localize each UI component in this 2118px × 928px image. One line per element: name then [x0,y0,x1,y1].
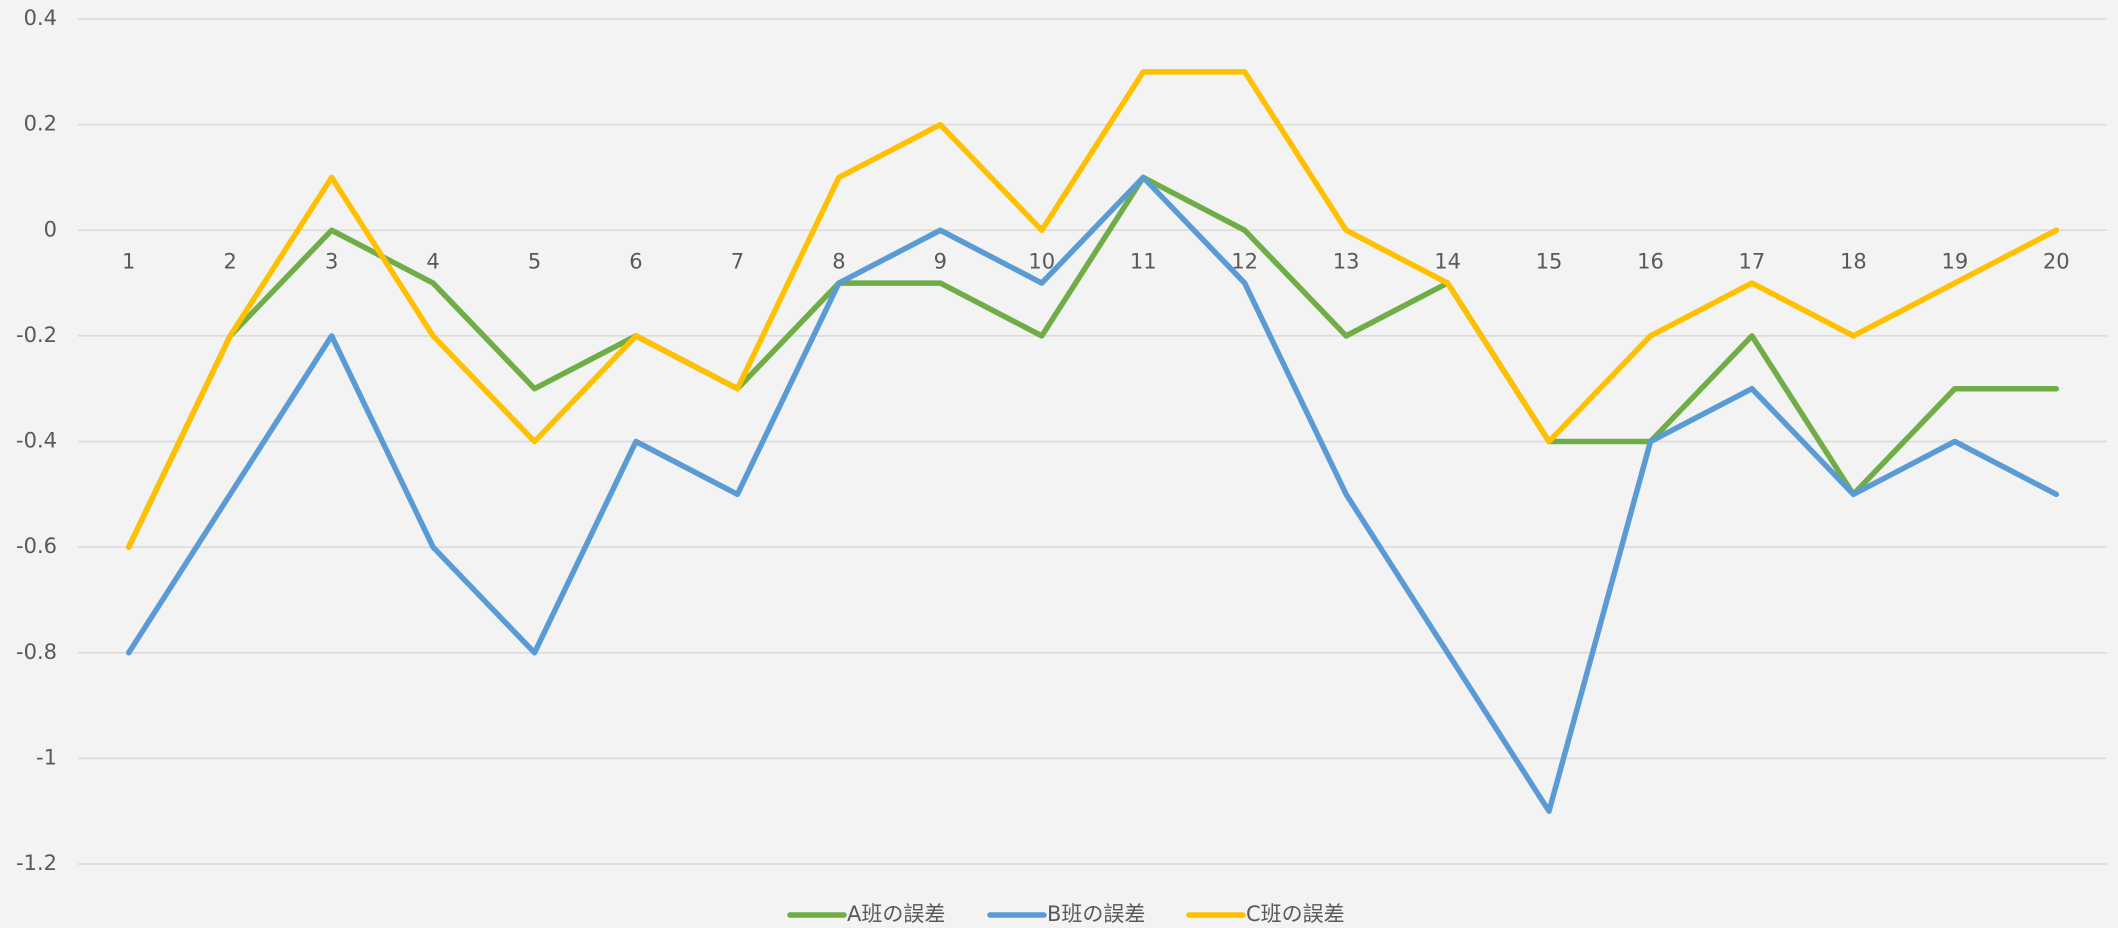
x-tick-label: 14 [1434,249,1461,273]
x-tick-label: 5 [528,249,541,273]
x-tick-label: 20 [2043,249,2070,273]
x-tick-label: 17 [1739,249,1766,273]
legend-label: C班の誤差 [1246,902,1345,926]
x-tick-label: 13 [1333,249,1360,273]
y-tick-label: -0.6 [16,534,57,558]
x-tick-label: 4 [426,249,439,273]
x-tick-label: 8 [832,249,845,273]
x-tick-label: 11 [1130,249,1157,273]
x-tick-label: 7 [731,249,744,273]
x-tick-label: 15 [1536,249,1563,273]
y-tick-label: -0.4 [16,429,57,453]
x-tick-label: 9 [934,249,947,273]
series-line [125,174,2060,550]
legend-label: B班の誤差 [1047,902,1145,926]
x-tick-label: 2 [223,249,236,273]
y-tick-label: -0.8 [16,640,57,664]
x-tick-label: 16 [1637,249,1664,273]
y-tick-label: -1.2 [16,851,57,875]
y-tick-label: 0.4 [24,6,57,30]
y-tick-label: -0.2 [16,323,57,347]
series-line [125,69,2060,550]
x-tick-label: 12 [1231,249,1258,273]
x-tick-label: 19 [1941,249,1968,273]
legend-label: A班の誤差 [847,902,945,926]
series-line [125,174,2060,814]
y-tick-label: 0 [44,217,57,241]
x-tick-label: 18 [1840,249,1867,273]
y-tick-label: 0.2 [24,112,57,136]
x-tick-label: 10 [1028,249,1055,273]
x-tick-label: 1 [122,249,135,273]
x-tick-label: 6 [629,249,642,273]
y-tick-label: -1 [36,745,57,769]
x-tick-label: 3 [325,249,338,273]
